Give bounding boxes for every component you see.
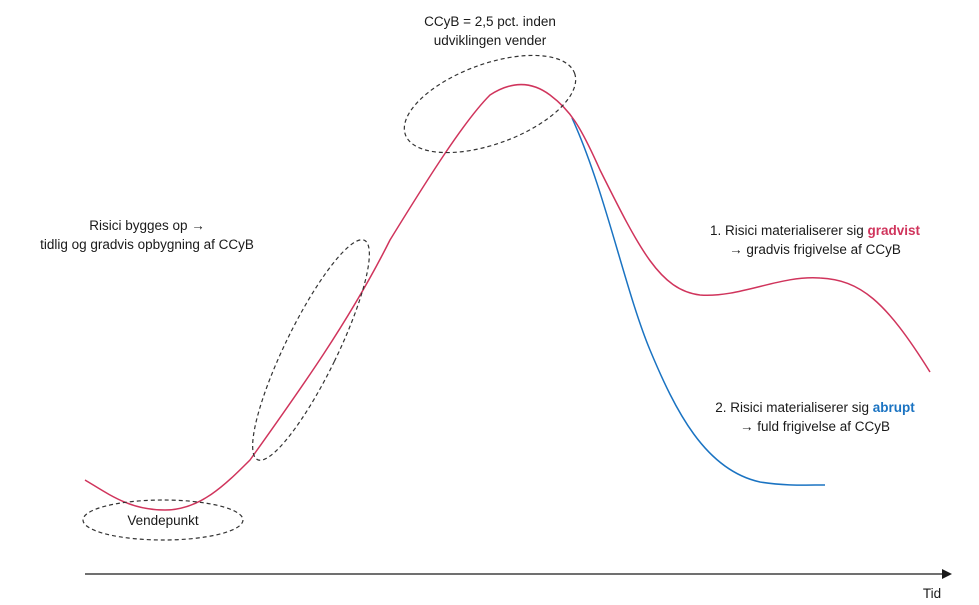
gradual-highlight: gradvist [867,223,921,238]
peak-annotation: CCyB = 2,5 pct. inden udviklingen vender [395,12,585,50]
peak-annotation-line1: CCyB = 2,5 pct. inden [424,14,556,29]
peak-ellipse [403,54,577,154]
build-up-annotation-line2: tidlig og gradvis opbygning af CCyB [40,237,254,252]
gradual-annotation-line2: → gradvis frigivelse af CCyB [729,242,901,257]
gradual-release-curve [84,83,931,511]
peak-annotation-line2: udviklingen vender [433,33,547,48]
gradual-annotation-line1: 1. Risici materialiserer sig gradvist [670,221,960,240]
abrupt-highlight: abrupt [872,400,915,415]
abrupt-annotation: 2. Risici materialiserer sig abrupt → fu… [674,398,956,436]
abrupt-annotation-prefix: 2. Risici materialiserer sig [715,400,873,415]
abrupt-annotation-line2: → fuld frigivelse af CCyB [739,419,891,434]
build-up-annotation-line1: Risici bygges op → [89,218,205,233]
turning-point-ellipse [82,499,244,541]
turning-point-label: Vendepunkt [127,513,199,528]
gradual-annotation: 1. Risici materialiserer sig gradvist → … [670,221,960,259]
gradual-annotation-prefix: 1. Risici materialiserer sig [709,223,868,238]
abrupt-annotation-line1: 2. Risici materialiserer sig abrupt [674,398,956,417]
build-up-annotation: Risici bygges op → tidlig og gradvis opb… [2,216,292,254]
abrupt-release-curve [571,117,826,486]
time-axis-label: Tid [922,586,942,601]
build-up-ellipse [252,239,370,461]
